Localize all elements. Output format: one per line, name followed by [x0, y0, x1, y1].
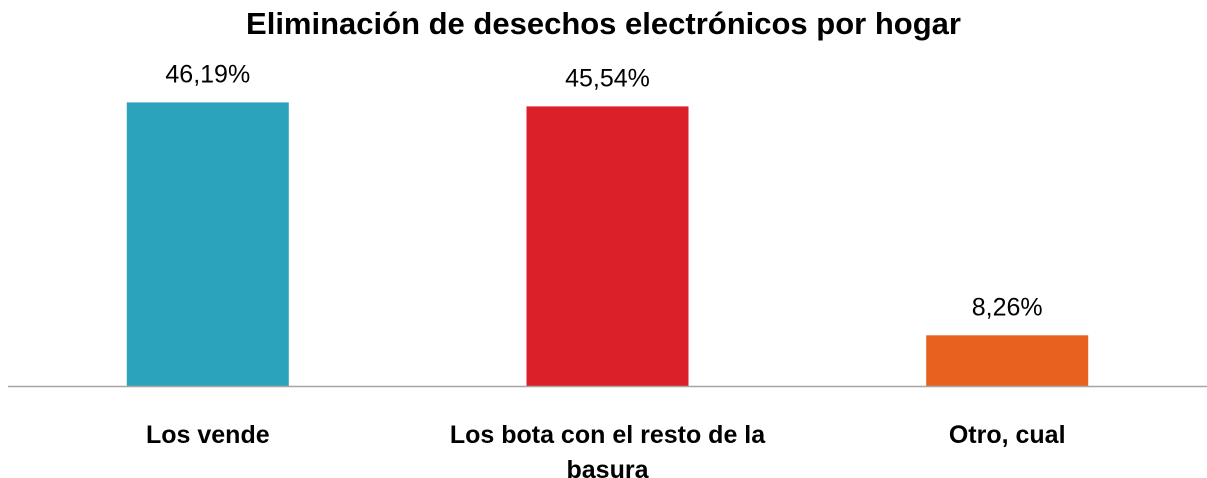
category-label-1: Los vende — [146, 421, 270, 449]
labels-layer: 46,19% Los vende 45,54% Los bota con el res… — [146, 60, 1066, 478]
bar-3 — [926, 335, 1089, 386]
category-label-2: Los bota con el resto de la basura — [450, 421, 766, 478]
chart-title: Eliminación de desechos electrónicos por… — [246, 6, 961, 41]
data-label-3: 8,26% — [972, 293, 1043, 321]
category-label-3: Otro, cual — [949, 421, 1066, 449]
bar-2 — [526, 106, 689, 387]
bars-layer — [126, 102, 1089, 387]
bar-1 — [126, 102, 289, 387]
data-label-1: 46,19% — [165, 60, 250, 88]
data-label-2: 45,54% — [565, 64, 650, 92]
